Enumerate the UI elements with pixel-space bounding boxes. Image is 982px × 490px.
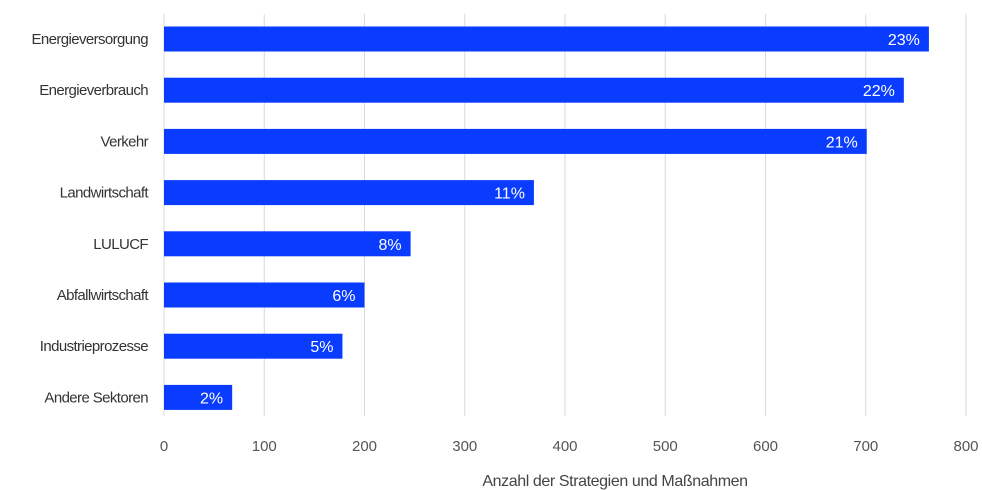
data-label-2: 22% <box>863 83 895 100</box>
x-tick-label-0: 0 <box>160 438 168 455</box>
bar-6 <box>164 282 365 308</box>
category-label-8: Andere Sektoren <box>44 389 148 406</box>
x-tick-label-700: 700 <box>853 438 878 455</box>
x-tick-labels: 0 100 200 300 400 500 600 700 800 <box>160 438 979 455</box>
bar-8 <box>164 384 233 410</box>
data-label-8: 2% <box>200 390 223 407</box>
category-label-6: Abfallwirtschaft <box>57 287 150 304</box>
data-label-6: 6% <box>332 288 355 305</box>
bars <box>164 26 929 410</box>
x-tick-label-600: 600 <box>753 438 778 455</box>
category-label-7: Industrieprozesse <box>40 338 148 355</box>
x-tick-label-800: 800 <box>953 438 978 455</box>
data-labels: 23% 22% 21% 11% 8% 6% 5% 2% <box>200 32 920 407</box>
category-label-1: Energieversorgung <box>31 31 148 48</box>
bar-1 <box>164 26 929 52</box>
category-label-5: LULUCF <box>93 236 148 253</box>
data-label-7: 5% <box>310 339 333 356</box>
bar-7 <box>164 333 343 359</box>
data-label-5: 8% <box>378 237 401 254</box>
category-labels: Energieversorgung Energieverbrauch Verkehr… <box>31 31 150 406</box>
bar-2 <box>164 77 904 103</box>
x-tick-label-500: 500 <box>653 438 678 455</box>
x-tick-label-300: 300 <box>452 438 477 455</box>
x-tick-label-200: 200 <box>352 438 377 455</box>
x-tick-label-100: 100 <box>252 438 277 455</box>
x-tick-label-400: 400 <box>552 438 577 455</box>
bar-3 <box>164 128 867 154</box>
category-label-3: Verkehr <box>101 133 149 150</box>
bar-5 <box>164 231 411 257</box>
data-label-1: 23% <box>888 32 920 49</box>
data-label-3: 21% <box>826 134 858 151</box>
x-axis-title: Anzahl der Strategien und Maßnahmen <box>482 473 747 490</box>
category-label-2: Energieverbrauch <box>39 82 148 99</box>
data-label-4: 11% <box>494 186 525 203</box>
bar-4 <box>164 180 534 206</box>
category-label-4: Landwirtschaft <box>60 185 150 202</box>
